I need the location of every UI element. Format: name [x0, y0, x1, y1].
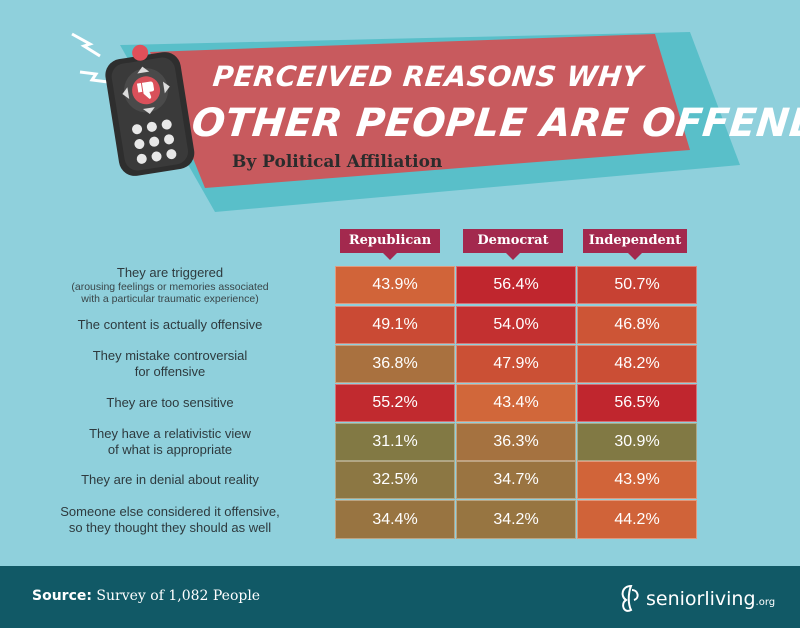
value-cell: 47.9% — [456, 345, 576, 383]
row-label-text: Someone else considered it offensive, — [60, 503, 280, 519]
value-cell: 36.3% — [456, 423, 576, 461]
column-header-independent: Independent — [583, 229, 687, 260]
row-label: They have a relativistic view of what is … — [20, 426, 320, 458]
row-label-text: They have a relativistic view — [89, 426, 251, 441]
row-label: They mistake controversial for offensive — [20, 348, 320, 380]
row-label: Someone else considered it offensive, so … — [20, 504, 320, 536]
thumbs-down-icon — [136, 81, 155, 99]
value-cell: 43.9% — [335, 266, 455, 304]
value-cell: 44.2% — [577, 500, 697, 539]
row-label-text: They are triggered — [116, 265, 224, 280]
value-cell: 31.1% — [335, 423, 455, 461]
value-cell: 55.2% — [335, 384, 455, 422]
column-header-republican: Republican — [340, 229, 440, 260]
subtitle: By Political Affiliation — [232, 152, 443, 172]
row-label-text-2: so they thought they should as well — [68, 519, 272, 535]
value-cell: 49.1% — [335, 306, 455, 344]
logo-suffix: .org — [755, 597, 776, 608]
value-cell: 46.8% — [577, 306, 697, 344]
value-cell: 56.5% — [577, 384, 697, 422]
source-note: Source: Survey of 1,082 People — [32, 588, 260, 604]
row-label-text: The content is actually offensive — [77, 317, 263, 332]
tv-remote-icon — [105, 44, 195, 176]
value-cell: 32.5% — [335, 461, 455, 499]
value-cell: 34.2% — [456, 500, 576, 539]
source-text: Survey of 1,082 People — [91, 588, 261, 604]
butterfly-icon — [621, 584, 639, 612]
value-cell: 43.9% — [577, 461, 697, 499]
row-label: They are too sensitive — [20, 395, 320, 411]
title-line-2: OTHER PEOPLE ARE OFFENDED — [189, 101, 800, 146]
brand-logo: seniorliving.org — [618, 580, 788, 616]
value-cell: 34.4% — [335, 500, 455, 539]
row-sublabel: with a particular traumatic experience) — [81, 293, 259, 305]
footer: Source: Survey of 1,082 People seniorliv… — [0, 566, 800, 628]
row-label-text: They are too sensitive — [106, 395, 234, 410]
row-sublabel: (arousing feelings or memories associate… — [71, 281, 269, 293]
value-cell: 54.0% — [456, 306, 576, 344]
title-line-1: PERCEIVED REASONS WHY — [211, 60, 645, 93]
value-cell: 36.8% — [335, 345, 455, 383]
source-label: Source: — [32, 588, 92, 604]
value-cell: 50.7% — [577, 266, 697, 304]
row-label-text-2: for offensive — [134, 364, 206, 379]
value-cell: 43.4% — [456, 384, 576, 422]
row-label-text-2: of what is appropriate — [107, 442, 233, 457]
column-header-democrat: Democrat — [463, 229, 563, 260]
logo-text: seniorliving.org — [646, 588, 775, 610]
value-cell: 30.9% — [577, 423, 697, 461]
row-label: They are triggered (arousing feelings or … — [20, 265, 320, 305]
logo-name: seniorliving — [646, 588, 756, 610]
value-cell: 48.2% — [577, 345, 697, 383]
row-label-text: They are in denial about reality — [81, 472, 259, 487]
row-label-text: They mistake controversial — [92, 348, 248, 363]
row-label: The content is actually offensive — [20, 317, 320, 333]
title-banner — [71, 32, 740, 212]
banner-ribbon — [150, 34, 690, 188]
lightning-icon — [71, 32, 109, 84]
row-label: They are in denial about reality — [20, 472, 320, 488]
value-cell: 34.7% — [456, 461, 576, 499]
value-cell: 56.4% — [456, 266, 576, 304]
